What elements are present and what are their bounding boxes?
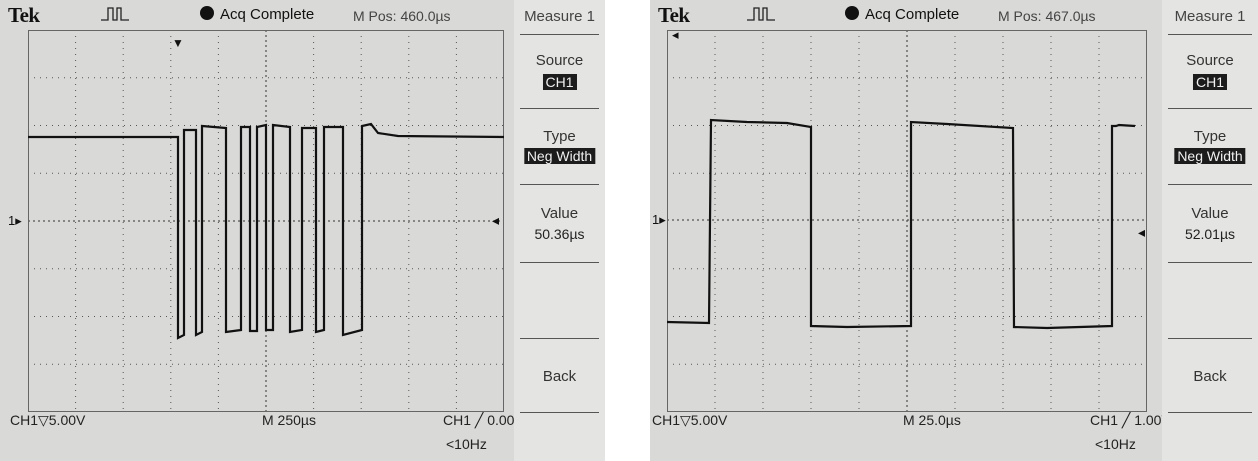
tek-logo: Tek — [658, 3, 690, 27]
source-label: Source — [535, 52, 584, 69]
frequency-readout: <10Hz — [1095, 436, 1136, 452]
type-button[interactable]: Neg Width — [1174, 148, 1246, 164]
type-label: Type — [543, 128, 576, 145]
type-button[interactable]: Neg Width — [523, 148, 596, 164]
ch1-scale-readout: CH1▽5.00V — [652, 412, 728, 428]
m-pos-readout: M Pos: 460.0µs — [353, 8, 451, 24]
m-pos-readout: M Pos: 467.0µs — [998, 8, 1096, 24]
type-label: Type — [1193, 128, 1227, 145]
ch1-ground-marker: 1▸ — [652, 212, 666, 227]
menu-title: Measure 1 — [1174, 8, 1246, 25]
trigger-status-icon — [747, 7, 775, 21]
measure-menu: Measure 1 Source CH1 Type Neg Width Valu… — [514, 0, 605, 461]
timebase-readout: M 25.0µs — [903, 412, 961, 428]
source-button[interactable]: CH1 — [542, 74, 577, 90]
trigger-position-arrow-icon: ▼ — [172, 36, 184, 50]
source-button[interactable]: CH1 — [1192, 74, 1228, 90]
trigger-position-arrow-icon: ◂ — [672, 27, 679, 42]
source-label: Source — [1186, 52, 1234, 69]
tek-logo: Tek — [8, 3, 40, 27]
trigger-level-arrow-icon: ◂ — [492, 212, 500, 228]
graticule — [28, 30, 504, 412]
right-oscilloscope-screen: Tek Acq Complete M Pos: 467.0µs ◂ 1▸ ◂ C… — [650, 0, 1258, 461]
value-label: Value — [540, 205, 579, 222]
timebase-readout: M 250µs — [262, 412, 316, 428]
ch1-trace — [667, 118, 1136, 330]
trigger-readout: CH1 ╱ 1.00V — [1090, 412, 1171, 428]
record-dot-icon — [200, 6, 214, 20]
trigger-readout: CH1 ╱ 0.00V — [443, 412, 524, 428]
left-oscilloscope-screen: Tek Acq Complete M Pos: 460.0µs ▼ 1▸ ◂ C… — [0, 0, 605, 461]
ch1-trace — [28, 122, 504, 340]
trigger-status-icon — [101, 7, 129, 21]
acquisition-status: Acq Complete — [200, 6, 314, 23]
waveform-display — [28, 30, 504, 412]
ch1-scale-readout: CH1▽5.00V — [10, 412, 86, 428]
measure-menu: Measure 1 Source CH1 Type Neg Width Valu… — [1162, 0, 1258, 461]
measurement-value: 50.36µs — [534, 226, 585, 242]
back-button[interactable]: Back — [1193, 368, 1227, 385]
value-label: Value — [1191, 205, 1229, 222]
ch1-ground-marker: 1▸ — [8, 213, 22, 228]
acquisition-status: Acq Complete — [845, 6, 959, 23]
waveform-display — [667, 30, 1147, 412]
frequency-readout: <10Hz — [446, 436, 487, 452]
menu-title: Measure 1 — [524, 8, 595, 25]
center-axes — [667, 30, 1147, 412]
record-dot-icon — [845, 6, 859, 20]
trigger-level-arrow-icon: ◂ — [1138, 224, 1146, 240]
back-button[interactable]: Back — [542, 368, 577, 385]
measurement-value: 52.01µs — [1184, 226, 1236, 242]
